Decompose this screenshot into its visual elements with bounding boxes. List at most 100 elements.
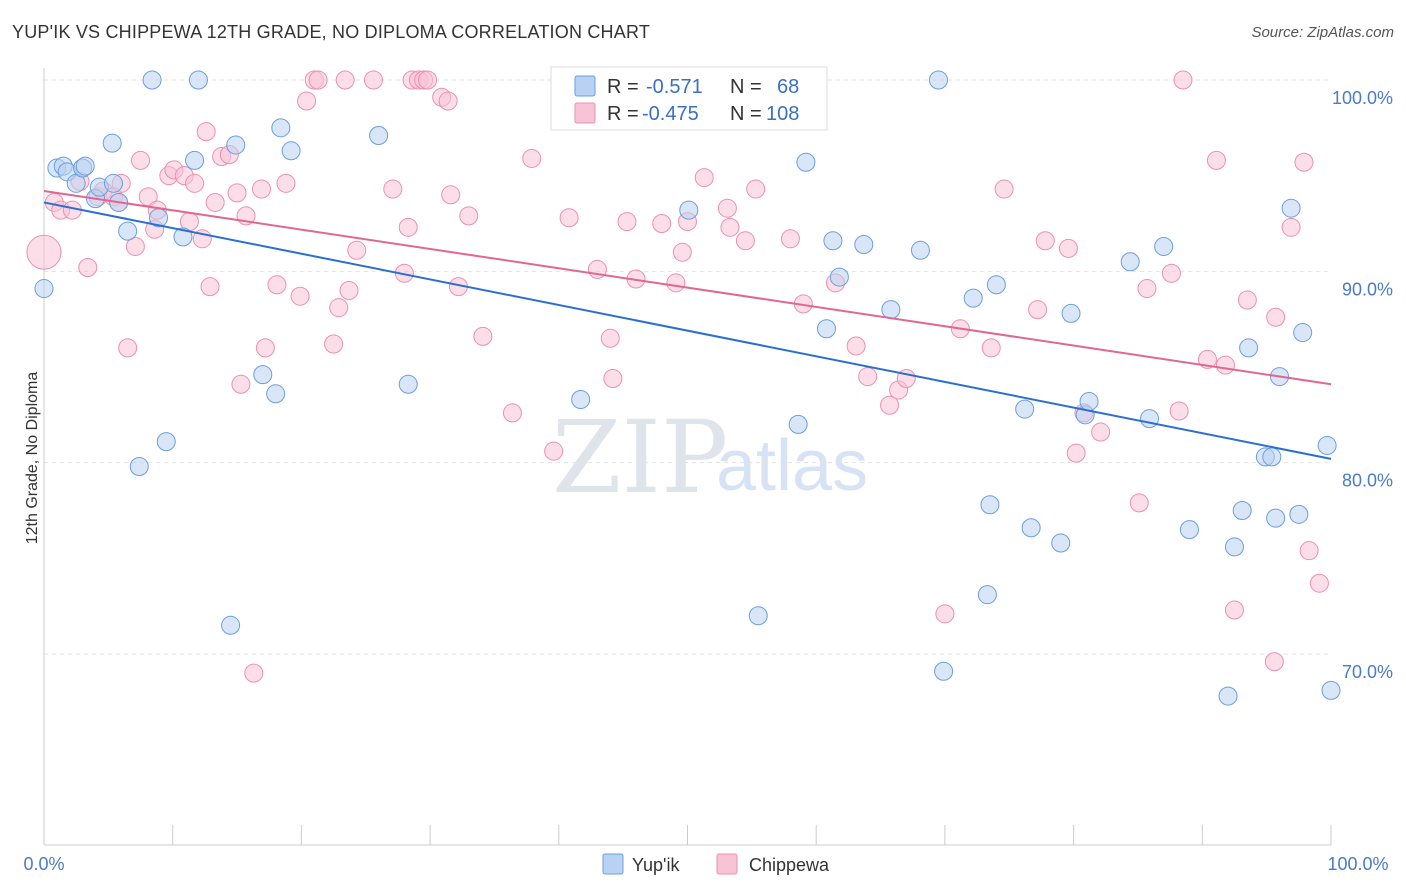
chippewa-point-65 [603, 368, 623, 388]
chippewa-point-13 [131, 150, 151, 170]
chippewa-point-32 [252, 179, 272, 199]
x-ticks [172, 825, 1332, 845]
chippewa-point-55 [441, 185, 461, 205]
yupik-point-42 [977, 585, 997, 605]
legend-n-label-yupik: N = [730, 76, 762, 98]
y-tick-label-1: 90.0% [1342, 279, 1393, 299]
yupik-point-33 [816, 319, 836, 339]
yupik-point-25 [281, 141, 301, 161]
x-tick-label-right: 100.0% [1327, 854, 1388, 874]
chippewa-point-25 [205, 192, 225, 212]
chippewa-point-108 [1294, 152, 1314, 172]
chippewa-point-76 [746, 179, 766, 199]
yupik-point-17 [173, 227, 193, 247]
chippewa-point-68 [652, 214, 672, 233]
chippewa-point-54 [438, 91, 458, 111]
chippewa-point-34 [267, 275, 287, 295]
y-tick-label-2: 80.0% [1342, 471, 1393, 491]
chippewa-point-11 [118, 338, 138, 358]
chippewa-point-98 [1169, 401, 1189, 421]
chippewa-point-60 [522, 148, 542, 168]
yupik-point-55 [1218, 686, 1238, 706]
yupik-point-65 [1293, 323, 1313, 343]
chippewa-point-31 [244, 663, 264, 683]
yupik-point-10 [103, 173, 123, 193]
chippewa-point-59 [502, 403, 522, 423]
legend-swatch-yupik [574, 75, 596, 97]
chippewa-point-46 [383, 179, 403, 199]
chippewa-point-87 [981, 338, 1001, 358]
chippewa-point-33 [255, 338, 275, 358]
yupik-point-53 [1154, 236, 1174, 256]
legend-r-value-yupik: -0.571 [646, 76, 703, 98]
yupik-point-45 [1015, 399, 1035, 419]
chippewa-point-109 [1299, 541, 1319, 561]
chippewa-point-94 [1091, 422, 1111, 442]
yupik-point-35 [829, 267, 849, 287]
legend-n-value-chippewa: 108 [766, 103, 799, 125]
bottom-legend-label-yupik: Yup'ik [632, 855, 680, 875]
yupik-point-57 [1232, 501, 1252, 520]
yupik-point-31 [788, 414, 808, 434]
chippewa-point-41 [329, 298, 349, 318]
yupik-point-16 [156, 432, 176, 452]
yupik-point-67 [1321, 680, 1341, 700]
chippewa-point-101 [1206, 150, 1226, 170]
yupik-point-20 [221, 615, 241, 635]
chippewa-point-62 [559, 208, 579, 228]
yupik-point-44 [986, 275, 1006, 295]
chippewa-point-85 [935, 604, 955, 624]
chippewa-point-89 [1028, 300, 1048, 320]
chippewa-point-44 [347, 240, 367, 260]
yupik-point-14 [142, 70, 162, 90]
yupik-trend-line [43, 201, 1332, 460]
chippewa-point-57 [459, 206, 479, 226]
yupik-point-58 [1239, 338, 1259, 358]
yupik-point-51 [1120, 252, 1140, 272]
yupik-point-56 [1224, 537, 1244, 557]
yupik-point-64 [1289, 504, 1309, 524]
legend-n-value-yupik: 68 [777, 76, 799, 98]
legend-swatch-chippewa [574, 102, 596, 124]
chippewa-point-74 [720, 217, 740, 237]
chippewa-point-58 [473, 326, 493, 346]
yupik-point-38 [910, 240, 930, 260]
chippewa-point-82 [880, 395, 900, 415]
yupik-point-47 [1051, 533, 1071, 553]
yupik-point-50 [1079, 391, 1099, 411]
chippewa-point-29 [231, 374, 251, 394]
legend-frame [550, 66, 828, 131]
yupik-point-0 [34, 279, 54, 299]
watermark-zip: ZIP [552, 399, 728, 516]
chippewa-point-52 [418, 70, 438, 90]
chippewa-point-35 [276, 173, 296, 193]
yupik-point-27 [398, 374, 418, 394]
yupik-point-41 [963, 288, 983, 308]
source-label: Source: ZipAtlas.com [1251, 24, 1394, 41]
yupik-point-21 [226, 135, 246, 155]
yupik-point-63 [1281, 198, 1301, 218]
bottom-legend: Yup'ik Chippewa [602, 853, 830, 875]
chippewa-point-69 [666, 273, 686, 293]
yupik-point-36 [854, 235, 874, 255]
yupik-point-23 [266, 384, 286, 404]
yupik-point-12 [118, 221, 138, 241]
bottom-legend-label-chippewa: Chippewa [749, 855, 830, 875]
chippewa-point-43 [339, 280, 359, 300]
legend-r-label-chippewa: R = [607, 103, 639, 125]
legend-n-label-chippewa: N = [730, 103, 762, 125]
yupik-point-18 [185, 150, 205, 170]
chippewa-point-80 [846, 336, 866, 356]
y-tick-label-3: 70.0% [1342, 662, 1393, 682]
x-tick-label-left: 0.0% [23, 854, 64, 874]
yupik-point-22 [253, 365, 273, 385]
bottom-legend-swatch-yupik [602, 853, 624, 875]
chippewa-point-110 [1309, 573, 1329, 593]
chippewa-point-28 [227, 183, 247, 203]
yupik-point-28 [571, 390, 591, 410]
legend-box: R = -0.571 N = 68 R = -0.475 N = 108 [550, 66, 828, 131]
yupik-point-48 [1061, 303, 1081, 323]
chippewa-point-75 [735, 231, 755, 251]
series-chippewa-points [26, 70, 1329, 683]
yupik-point-37 [881, 300, 901, 320]
